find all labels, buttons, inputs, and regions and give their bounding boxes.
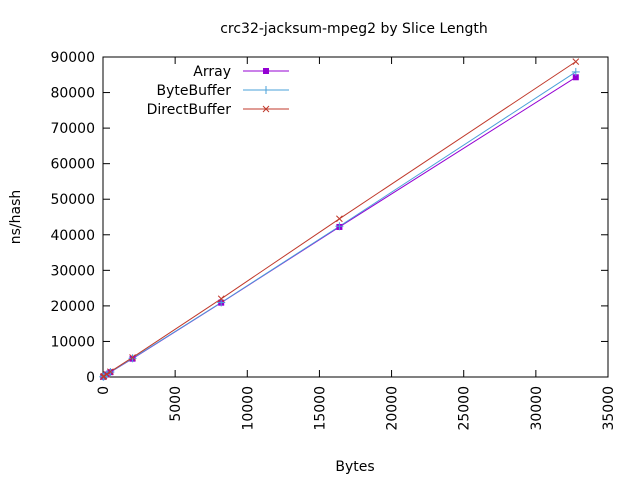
y-tick-label: 40000 — [50, 228, 95, 244]
legend-marker — [262, 105, 270, 113]
y-tick-label: 10000 — [50, 334, 95, 350]
chart-title: crc32-jacksum-mpeg2 by Slice Length — [220, 21, 488, 37]
x-tick-label: 30000 — [529, 386, 545, 431]
y-tick-label: 70000 — [50, 121, 95, 137]
data-point-bytebuffer — [217, 298, 226, 307]
plot-area-border — [102, 56, 609, 378]
data-point-directbuffer — [217, 295, 225, 303]
legend-label: ByteBuffer — [157, 83, 232, 99]
data-point-bytebuffer — [571, 67, 580, 76]
legend: Array ByteBuffer DirectBuffer — [147, 64, 289, 118]
data-point-directbuffer — [572, 58, 580, 65]
y-tick-label: 0 — [86, 370, 95, 386]
data-point-directbuffer — [129, 354, 136, 361]
y-tick-label: 60000 — [50, 157, 95, 173]
x-tick-label: 10000 — [240, 386, 256, 431]
data-point-bytebuffer — [128, 354, 137, 363]
data-point-directbuffer — [107, 368, 114, 376]
y-tick-label: 80000 — [50, 86, 95, 102]
data-point-directbuffer — [103, 370, 111, 378]
y-axis-label: ns/hash — [8, 190, 24, 245]
x-tick-label: 20000 — [385, 386, 401, 431]
x-tick-label: 15000 — [312, 386, 328, 431]
y-tick-label: 30000 — [50, 263, 95, 279]
x-tick-label: 35000 — [601, 386, 617, 431]
legend-marker — [263, 68, 269, 74]
data-point-array — [572, 74, 579, 81]
y-axis: 0 10000 20000 30000 40000 50000 60000 70000 8000… — [50, 50, 608, 386]
data-point-bytebuffer — [335, 222, 344, 231]
x-tick-label: 25000 — [457, 386, 473, 431]
y-tick-label: 20000 — [50, 299, 95, 315]
legend-marker — [262, 86, 270, 94]
y-tick-label: 90000 — [50, 50, 95, 66]
x-axis: 0 5000 10000 15000 20000 25000 30000 35000 — [96, 57, 617, 431]
legend-label: Array — [193, 64, 231, 80]
x-axis-label: Bytes — [335, 459, 374, 475]
x-tick-label: 0 — [96, 386, 112, 395]
y-tick-label: 50000 — [50, 192, 95, 208]
data-point-directbuffer — [336, 215, 343, 223]
series-markers — [99, 58, 580, 381]
legend-label: DirectBuffer — [147, 102, 232, 118]
x-tick-label: 5000 — [168, 386, 184, 422]
